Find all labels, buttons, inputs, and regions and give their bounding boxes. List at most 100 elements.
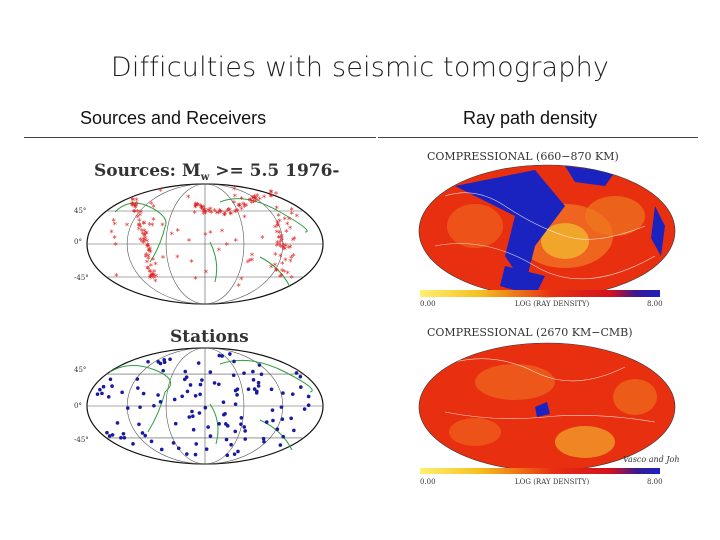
density-bottom-scale-max: 8.00 — [647, 478, 663, 486]
station-marker — [196, 361, 201, 365]
source-event-marker: * — [114, 272, 118, 281]
source-event-marker: * — [160, 222, 164, 231]
station-marker — [243, 429, 247, 433]
source-event-marker: * — [229, 211, 233, 220]
station-marker — [271, 418, 275, 423]
source-event-marker: * — [275, 268, 279, 277]
station-marker — [233, 402, 238, 406]
coastline — [109, 365, 172, 433]
coastline — [209, 241, 218, 283]
source-event-marker: * — [143, 235, 147, 244]
source-event-marker: * — [148, 221, 152, 230]
station-marker — [217, 422, 221, 426]
source-event-marker: * — [194, 201, 198, 210]
source-event-marker: * — [278, 218, 282, 227]
station-marker — [162, 358, 167, 362]
station-marker — [204, 447, 209, 451]
source-event-marker: * — [243, 202, 247, 211]
source-event-marker: * — [237, 283, 241, 292]
station-marker — [278, 443, 283, 447]
source-event-marker: * — [275, 205, 279, 214]
source-event-marker: * — [280, 267, 284, 276]
source-event-marker: * — [248, 197, 252, 206]
source-event-marker: * — [233, 209, 237, 218]
source-event-marker: * — [134, 202, 138, 211]
source-event-marker: * — [144, 254, 148, 263]
source-event-marker: * — [229, 211, 233, 220]
source-event-marker: * — [291, 253, 295, 262]
source-event-marker: * — [291, 237, 295, 246]
slide-title: Difficulties with seismic tomography — [110, 52, 610, 83]
station-marker — [228, 352, 232, 356]
source-event-marker: * — [269, 189, 273, 198]
coastline — [259, 419, 293, 451]
source-events: ******************************** ***** ***… — [109, 186, 298, 292]
source-event-marker: * — [142, 237, 146, 246]
source-event-marker: * — [141, 231, 145, 240]
source-event-marker: * — [132, 203, 136, 212]
source-event-marker: * — [150, 272, 154, 281]
source-event-marker: * — [145, 230, 149, 239]
source-event-marker: * — [175, 254, 179, 263]
station-marker — [187, 415, 192, 419]
density-top-caption: COMPRESSIONAL (660−870 KM) — [427, 150, 619, 163]
source-event-marker: * — [201, 204, 205, 213]
sources-map: Sources: Mw >= 5.5 1976-1997 45° 0° -45°… — [74, 161, 387, 305]
source-event-marker: * — [138, 212, 142, 221]
station-marker — [222, 412, 226, 417]
source-event-marker: * — [199, 205, 203, 214]
sources-lat-label-0: 0° — [74, 238, 82, 246]
source-event-marker: * — [287, 216, 291, 225]
source-event-marker: * — [140, 238, 144, 247]
station-marker — [290, 392, 295, 396]
sources-lat-label-45: 45° — [74, 207, 86, 215]
source-event-marker: * — [282, 268, 286, 277]
source-event-marker: * — [275, 229, 279, 238]
station-marker — [203, 405, 208, 410]
source-event-marker: * — [273, 252, 277, 261]
station-marker — [152, 403, 156, 408]
source-event-marker: * — [218, 209, 222, 218]
source-event-marker: * — [146, 265, 150, 274]
source-event-marker: * — [234, 237, 238, 246]
source-event-marker: * — [280, 261, 284, 270]
source-event-marker: * — [140, 227, 144, 236]
source-event-marker: * — [223, 211, 227, 220]
sources-map-panel: Sources: Mw >= 5.5 1976-1997 45° 0° -45°… — [70, 152, 387, 312]
source-event-marker: * — [219, 208, 223, 217]
stations-lat-label-minus45: -45° — [74, 436, 89, 444]
coastline — [114, 202, 167, 263]
source-event-marker: * — [153, 278, 157, 287]
source-event-marker: * — [240, 195, 244, 204]
source-event-marker: * — [254, 195, 258, 204]
source-event-marker: * — [125, 222, 129, 231]
source-event-marker: * — [288, 258, 292, 267]
source-event-marker: * — [281, 244, 285, 253]
station-marker — [135, 377, 140, 381]
source-event-marker: * — [151, 217, 155, 226]
station-marker — [191, 427, 196, 432]
source-event-marker: * — [283, 216, 287, 225]
source-event-marker: * — [252, 195, 256, 204]
source-event-marker: * — [193, 276, 197, 285]
station-marker — [138, 405, 142, 409]
source-event-marker: * — [248, 258, 252, 267]
station-marker — [298, 374, 303, 379]
source-event-marker: * — [148, 246, 152, 255]
source-event-marker: * — [286, 270, 290, 279]
source-event-marker: * — [132, 208, 136, 217]
station-marker — [251, 369, 255, 374]
source-event-marker: * — [295, 213, 299, 222]
station-markers — [95, 352, 311, 458]
source-event-marker: * — [130, 203, 134, 212]
source-event-marker: * — [225, 242, 229, 251]
source-event-marker: * — [149, 200, 153, 209]
station-marker — [225, 424, 230, 428]
source-event-marker: * — [233, 193, 237, 202]
source-event-marker: * — [235, 207, 239, 216]
source-event-marker: * — [142, 239, 146, 248]
source-event-marker: * — [142, 232, 146, 241]
station-marker — [161, 368, 165, 373]
density-top-scale-min: 0.00 — [420, 300, 436, 308]
station-marker — [146, 359, 150, 364]
